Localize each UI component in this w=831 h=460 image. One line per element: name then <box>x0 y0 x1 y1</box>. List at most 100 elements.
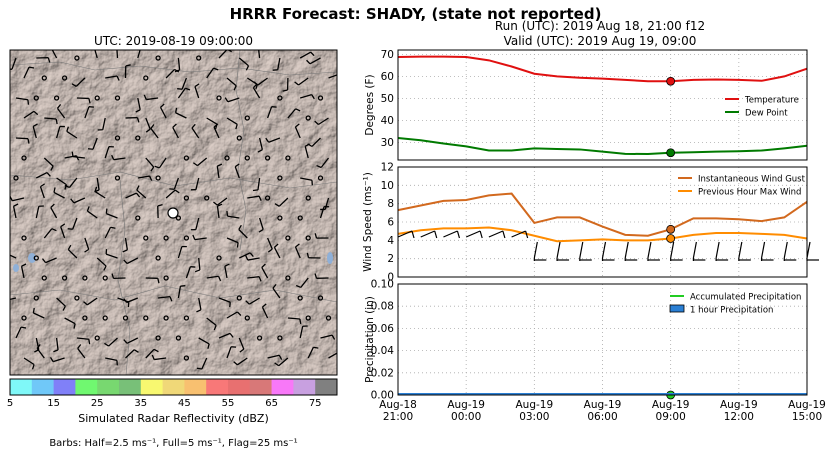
y-tick-label: 2 <box>387 253 394 265</box>
wind-barb <box>738 241 751 261</box>
wind-barb <box>165 189 180 199</box>
y-axis-label: Wind Speed (ms⁻¹) <box>362 172 374 272</box>
wind-barb <box>206 317 217 331</box>
calm-wind-dot <box>21 155 27 161</box>
x-tick-label: 09:00 <box>656 411 686 423</box>
wind-barb <box>233 357 248 366</box>
wind-barb <box>190 217 200 231</box>
calm-wind-dot <box>114 175 121 181</box>
wind-barb <box>123 337 139 344</box>
x-tick-label: 00:00 <box>451 411 481 423</box>
wind-barb <box>165 68 180 79</box>
colorbar-label: Simulated Radar Reflectivity (dBZ) <box>78 412 269 425</box>
wind-barb <box>56 297 66 311</box>
series-line <box>397 137 808 156</box>
x-tick-label: Aug-19 <box>720 399 758 411</box>
wind-barb <box>67 244 78 259</box>
wind-barb <box>125 349 139 359</box>
wind-barb <box>20 263 27 279</box>
calm-wind-dot <box>256 335 263 341</box>
calm-wind-dot <box>285 235 291 241</box>
wind-barb <box>267 354 283 360</box>
calm-wind-dot <box>277 335 283 341</box>
calm-wind-dot <box>264 155 271 161</box>
wind-barb <box>123 297 139 304</box>
colorbar-segment <box>315 379 338 395</box>
wind-barb <box>191 123 200 139</box>
wind-barb <box>70 197 86 204</box>
wind-barb <box>328 352 337 359</box>
wind-barb <box>150 124 159 139</box>
colorbar-tick: 55 <box>221 398 235 409</box>
calm-wind-dot <box>143 315 149 321</box>
calm-wind-dot <box>183 155 190 161</box>
wind-barb <box>299 325 308 339</box>
wind-barb <box>196 297 202 313</box>
wind-barb <box>60 223 66 239</box>
figure-title: HRRR Forecast: SHADY, (state not reporte… <box>229 5 602 23</box>
wind-barb <box>247 195 262 202</box>
wind-barb <box>715 241 729 261</box>
colorbar-segment <box>206 379 229 395</box>
wind-barb <box>177 285 186 299</box>
calm-wind-dot <box>277 215 283 221</box>
colorbar-segment <box>119 379 142 395</box>
wind-barb <box>294 77 309 86</box>
wind-barb <box>43 228 57 239</box>
wind-barb <box>257 137 263 153</box>
wind-barb <box>239 252 254 259</box>
valid-time-marker <box>666 234 676 243</box>
lake <box>28 253 36 263</box>
wind-barb <box>105 357 118 366</box>
calm-wind-dot <box>94 335 100 341</box>
calm-wind-dot <box>82 275 88 281</box>
wind-barb <box>314 117 329 126</box>
wind-barb <box>252 177 261 192</box>
calm-wind-dot <box>305 195 311 201</box>
calm-wind-dot <box>277 175 283 181</box>
wind-barb <box>10 254 17 259</box>
calm-wind-dot <box>102 275 108 281</box>
y-tick-label: 0.04 <box>371 345 395 357</box>
wind-barb <box>488 230 506 239</box>
wind-barb <box>71 77 86 87</box>
chart-panel-3: 0.00 0.02 0.04 0.06 0.08 0.10 Precipitation (i… <box>364 279 808 402</box>
wind-barb <box>51 50 58 59</box>
calm-wind-dot <box>175 215 182 221</box>
y-tick-label: 0.08 <box>371 301 394 313</box>
calm-wind-dot <box>143 75 149 81</box>
wind-barb <box>145 277 160 284</box>
run-title: Run (UTC): 2019 Aug 18, 21:00 f12 <box>494 19 706 33</box>
wind-barb <box>261 263 269 279</box>
chart-frame <box>397 166 808 278</box>
wind-barbs <box>10 50 337 370</box>
x-tick-label: Aug-19 <box>447 399 485 411</box>
wind-barb <box>273 243 281 259</box>
series-line <box>397 55 808 83</box>
legend-label: Instantaneous Wind Gust <box>698 175 806 185</box>
wind-barb <box>145 157 155 172</box>
x-tick-label: Aug-19 <box>516 399 554 411</box>
wind-barb <box>238 57 250 71</box>
terrain-map <box>10 50 337 375</box>
wind-barb <box>307 346 319 359</box>
wind-barb <box>23 357 35 370</box>
wind-barb <box>320 334 336 340</box>
wind-barb <box>226 117 238 130</box>
lake <box>327 252 333 264</box>
calm-wind-dot <box>236 295 242 301</box>
wind-barb <box>213 123 220 139</box>
calm-wind-dot <box>74 55 80 61</box>
wind-barb <box>174 107 187 119</box>
y-tick-label: 6 <box>387 217 394 229</box>
wind-barb <box>117 297 130 308</box>
wind-barb <box>159 103 167 119</box>
valid-time-marker <box>666 224 676 234</box>
wind-barb <box>206 67 219 79</box>
calm-wind-dot <box>317 175 324 181</box>
y-axis-label: Precipitation (in) <box>364 296 376 383</box>
wind-barb <box>111 154 126 161</box>
colorbar-tick: 15 <box>47 398 60 409</box>
